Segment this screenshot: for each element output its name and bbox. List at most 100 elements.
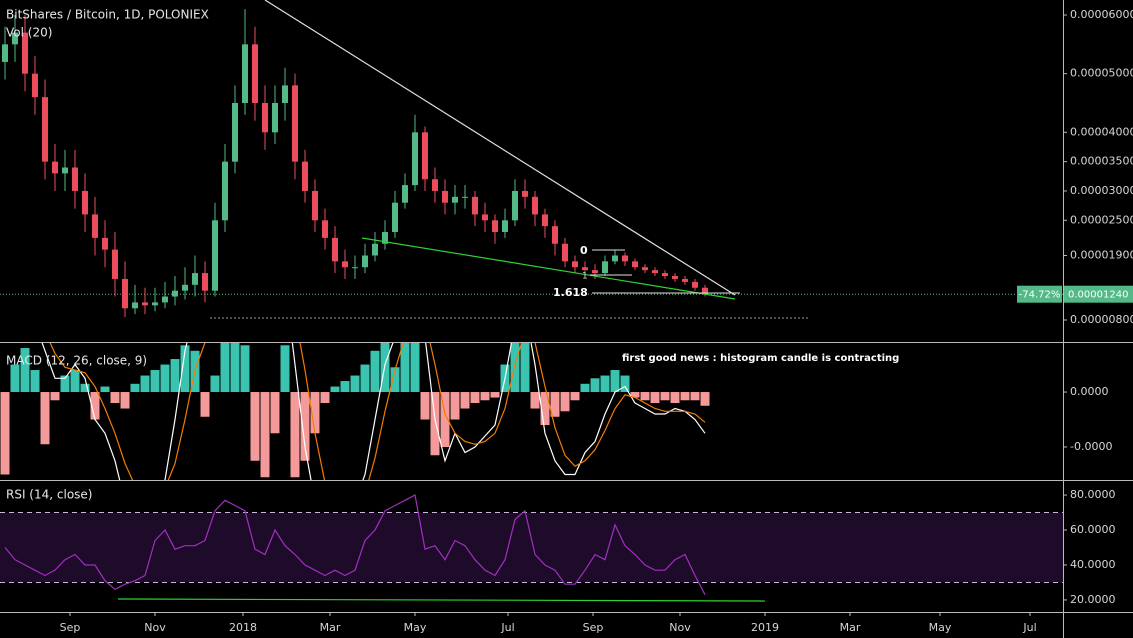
candle-body: [242, 44, 248, 103]
candle-body: [352, 267, 358, 269]
candle-body: [372, 243, 378, 256]
candle-body: [72, 167, 78, 191]
histogram-bar: [30, 370, 40, 393]
histogram-bar: [180, 345, 190, 393]
annotation: first good news : histogram candle is co…: [622, 353, 899, 364]
histogram-bar: [140, 375, 150, 393]
candle-body: [522, 190, 528, 197]
y-tick-label: 0.00001900: [1070, 248, 1133, 261]
candle-body: [362, 255, 368, 268]
histogram-bar: [80, 383, 90, 393]
candle-body: [342, 261, 348, 268]
candle-body: [512, 190, 518, 221]
candle-body: [452, 196, 458, 203]
candle-body: [192, 273, 198, 285]
histogram-bar: [240, 345, 250, 393]
x-tick-label: Mar: [840, 621, 861, 634]
candle-body: [292, 85, 298, 162]
candle-body: [582, 267, 588, 271]
histogram-bar: [20, 348, 30, 393]
candle-body: [622, 255, 628, 262]
candle-body: [12, 32, 18, 45]
histogram-bar: [510, 343, 520, 393]
histogram-bar: [90, 392, 100, 420]
histogram-bar: [540, 392, 550, 426]
histogram-bar: [130, 383, 140, 393]
support-line: [361, 237, 736, 300]
macd-line: [41, 343, 706, 480]
candle-body: [492, 220, 498, 233]
candle-body: [22, 32, 28, 74]
histogram-bar: [520, 343, 530, 393]
candle-body: [602, 261, 608, 274]
x-tick-label: May: [929, 621, 952, 634]
x-tick-label: Sep: [583, 621, 604, 634]
candle-body: [692, 281, 698, 288]
histogram-bar: [260, 392, 270, 478]
candle-body: [632, 261, 638, 268]
candle-body: [662, 273, 668, 277]
x-tick-label: Mar: [320, 621, 341, 634]
candle-body: [122, 278, 128, 309]
histogram-bar: [100, 386, 110, 393]
histogram-bar: [10, 364, 20, 393]
histogram-bar: [230, 343, 240, 393]
histogram-bar: [680, 392, 690, 401]
histogram-bar: [250, 392, 260, 461]
candle-body: [542, 214, 548, 227]
histogram-bar: [220, 343, 230, 393]
histogram-bar: [490, 392, 500, 398]
histogram-bar: [570, 392, 580, 401]
candle-body: [682, 278, 688, 282]
histogram-bar: [450, 392, 460, 420]
fib-label: 0: [580, 244, 588, 257]
x-tick-label: Jul: [500, 621, 514, 634]
candle-body: [82, 190, 88, 215]
fib-label: 1: [582, 272, 588, 282]
histogram-bar: [0, 392, 10, 475]
histogram-bar: [410, 343, 420, 393]
candle-body: [612, 255, 618, 262]
candle-body: [672, 276, 678, 279]
y-tick-label: 60.0000: [1070, 523, 1116, 536]
candle-body: [552, 226, 558, 244]
volume-label: Vol (20): [6, 26, 52, 40]
y-tick-label: 0.00004000: [1070, 125, 1133, 138]
histogram-bar: [370, 350, 380, 393]
candle-body: [52, 161, 58, 174]
histogram-bar: [560, 392, 570, 412]
y-tick-label: 0.00006000: [1070, 8, 1133, 21]
histogram-bar: [390, 367, 400, 393]
signal-line: [49, 343, 706, 480]
rsi-title: RSI (14, close): [6, 488, 92, 502]
candle-body: [442, 190, 448, 203]
rsi-line: [4, 494, 706, 595]
candle-body: [332, 237, 338, 262]
x-tick-label: Nov: [144, 621, 166, 634]
last-price-label: 0.00001240: [1068, 290, 1128, 301]
candle-body: [102, 237, 108, 250]
histogram-bar: [120, 392, 130, 409]
y-tick-label: 0.00003000: [1070, 184, 1133, 197]
histogram-bar: [280, 345, 290, 393]
candle-body: [592, 270, 598, 274]
histogram-bar: [430, 392, 440, 456]
last-price-box: -74.72% 0.00001240: [1017, 285, 1133, 303]
candle-body: [212, 220, 218, 291]
histogram-bar: [200, 392, 210, 417]
histogram-bar: [690, 392, 700, 401]
x-tick-label: Sep: [60, 621, 81, 634]
histogram-bar: [610, 370, 620, 393]
x-tick-label: May: [404, 621, 427, 634]
histogram-bar: [360, 364, 370, 393]
rsi-band: [0, 512, 1063, 583]
candle-body: [42, 97, 48, 162]
histogram-bar: [160, 364, 170, 393]
histogram-bar: [300, 392, 310, 461]
y-tick-label: 0.00003500: [1070, 155, 1133, 168]
candle-body: [422, 132, 428, 180]
candle-body: [312, 190, 318, 221]
candle-body: [162, 296, 168, 303]
candle-body: [412, 132, 418, 186]
y-tick-label: 0.0000: [1070, 385, 1109, 398]
